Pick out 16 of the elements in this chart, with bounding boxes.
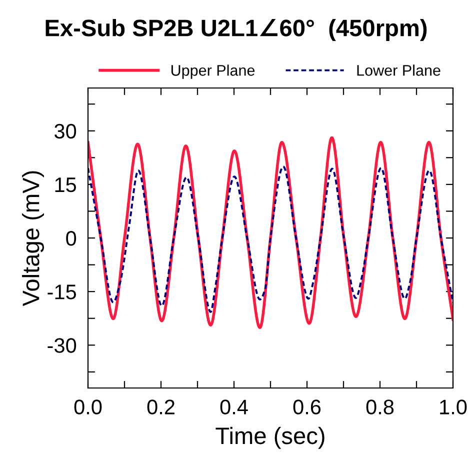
y-tick-label: 15 [55,178,76,192]
x-tick-label: 0.8 [366,400,394,414]
y-axis-title: Voltage (mV) [22,171,44,306]
y-tick-label: 30 [54,124,76,139]
x-tick-label: 0.2 [147,400,174,414]
y-tick-label: -30 [48,338,76,353]
y-tick-label: 0 [66,231,76,246]
x-tick-label: 0.6 [293,400,321,414]
x-tick-label: 1.0 [440,400,467,414]
chart-title: Ex-Sub SP2B U2L1∠60° (450rpm) [46,18,427,42]
x-tick-label: 0.0 [74,400,102,414]
legend-label: Upper Plane [171,64,255,79]
legend-label: Lower Plane [357,64,440,76]
x-axis-title: Time (sec) [216,426,324,449]
y-tick-label: -15 [48,284,76,300]
x-tick-label: 0.4 [220,400,248,414]
